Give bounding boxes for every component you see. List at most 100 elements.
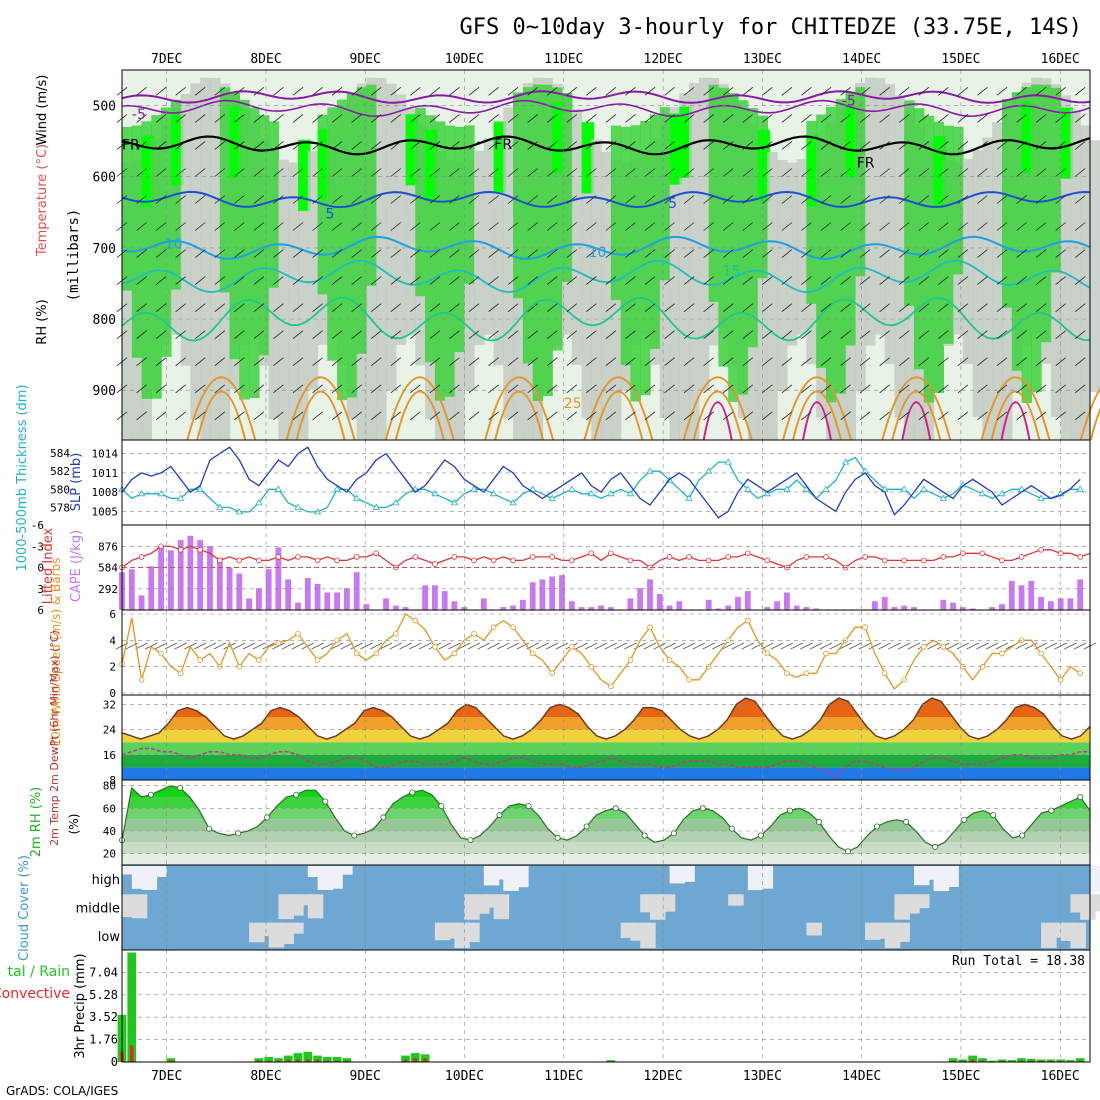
wind-speed-marker — [373, 650, 380, 657]
thickness-marker — [548, 494, 556, 501]
cape-bar — [168, 550, 174, 610]
wind-speed-marker — [744, 617, 751, 624]
precip-convective-bar — [266, 1060, 271, 1062]
wind-barb — [566, 114, 578, 123]
wind-barb — [449, 411, 460, 421]
wind-barb — [194, 168, 206, 177]
wind-barb — [1016, 357, 1027, 367]
lifted-index-marker — [412, 554, 419, 560]
precip-convective-bar — [130, 1045, 134, 1062]
contour-label: 10 — [589, 245, 607, 261]
rh-mask — [122, 780, 1090, 852]
precip-convective-bar — [315, 1059, 320, 1062]
cape-bar — [344, 588, 350, 610]
wind-barb — [605, 86, 617, 96]
profile-ylabel: Wind (m/s) — [35, 75, 50, 146]
wind-barb — [683, 411, 695, 421]
cape-bar — [324, 592, 331, 610]
wind-barb-10m — [546, 642, 559, 650]
x-label-bottom: 8DEC — [250, 1069, 281, 1084]
wind-barb — [194, 195, 206, 204]
wind-speed-marker — [725, 637, 731, 644]
wind-barb — [507, 222, 519, 231]
cape-bar — [529, 582, 536, 610]
wind-barb — [722, 141, 734, 150]
cape-bar — [911, 607, 917, 610]
wind-barb — [625, 330, 636, 340]
rh-grey-column — [962, 159, 974, 364]
wind-barb — [644, 168, 656, 177]
rh-marker — [757, 832, 764, 839]
wind-speed-marker — [295, 630, 301, 637]
precip-convective-bar — [325, 1060, 330, 1062]
wind-barb — [683, 330, 695, 340]
wind-barb — [722, 357, 734, 367]
wind-barb — [625, 411, 636, 421]
wind-barb — [859, 141, 871, 150]
lifted-index-marker — [236, 557, 243, 564]
wind-barb — [840, 276, 851, 285]
wind-barb-10m — [370, 642, 383, 650]
wind-barb — [840, 303, 851, 313]
wind-barb-10m — [213, 642, 226, 650]
lifted-index-marker — [256, 557, 262, 564]
wind-barb — [996, 222, 1008, 231]
wind-barb — [918, 141, 930, 150]
wind-barb — [1035, 276, 1047, 285]
wind-barb — [742, 168, 754, 177]
wind-speed-marker — [392, 630, 399, 637]
wind-barb — [703, 384, 714, 394]
wind-barb — [977, 222, 988, 231]
rh-green-column — [562, 93, 573, 282]
wind-barb — [136, 249, 147, 258]
rh-bright-cell — [425, 129, 438, 201]
x-label-top: 7DEC — [151, 52, 182, 67]
wind-barb-10m — [956, 642, 970, 650]
wind-barb — [214, 222, 226, 231]
rh-green-column — [650, 114, 661, 349]
wind-barb-10m — [536, 642, 549, 650]
thickness-marker — [274, 485, 283, 492]
wind-barb — [683, 384, 695, 394]
wind-barb-10m — [898, 642, 911, 650]
lifted-index-marker — [353, 554, 360, 560]
contour-25-dome — [692, 390, 743, 441]
wind-barb — [957, 411, 969, 421]
wind-barb — [546, 86, 558, 96]
cape-bar — [236, 573, 243, 610]
contour-20-dome — [186, 376, 257, 441]
rh-band — [122, 808, 1090, 820]
wind-barb — [312, 114, 323, 123]
cape-bar — [1018, 585, 1025, 610]
wind-barb — [781, 195, 793, 204]
wind-barb — [996, 141, 1008, 150]
rh-marker — [728, 825, 735, 832]
precip-total-bar — [987, 1060, 997, 1062]
cape-bar — [784, 592, 790, 610]
x-label-top: 12DEC — [644, 52, 683, 67]
wind-barb — [1016, 330, 1027, 340]
cape-bar — [1038, 596, 1044, 610]
precip-total-legend: tal / Rain — [8, 964, 70, 980]
precip-convective-bar — [257, 1060, 261, 1062]
wind-barb — [605, 195, 617, 204]
x-label-top: 15DEC — [941, 52, 980, 67]
wind-speed-marker — [490, 624, 497, 630]
thickness-marker — [744, 485, 752, 492]
wind-barb — [957, 303, 969, 313]
precip-total-bar — [313, 1055, 322, 1062]
wind-barb — [175, 168, 186, 177]
contour-minus-10 — [121, 90, 1091, 104]
wind-barb — [781, 141, 793, 150]
cape-bar — [138, 595, 145, 610]
wind-barb — [390, 141, 402, 150]
wind-barb — [742, 222, 754, 231]
wind-barb — [644, 86, 656, 96]
wind-barb — [820, 357, 832, 367]
thickness-marker — [704, 467, 713, 474]
wind-barb — [938, 384, 949, 394]
wind-barb — [429, 249, 441, 258]
lifted-index-marker — [823, 554, 829, 560]
wind-barb — [507, 114, 519, 123]
rh-green-column — [620, 126, 632, 366]
